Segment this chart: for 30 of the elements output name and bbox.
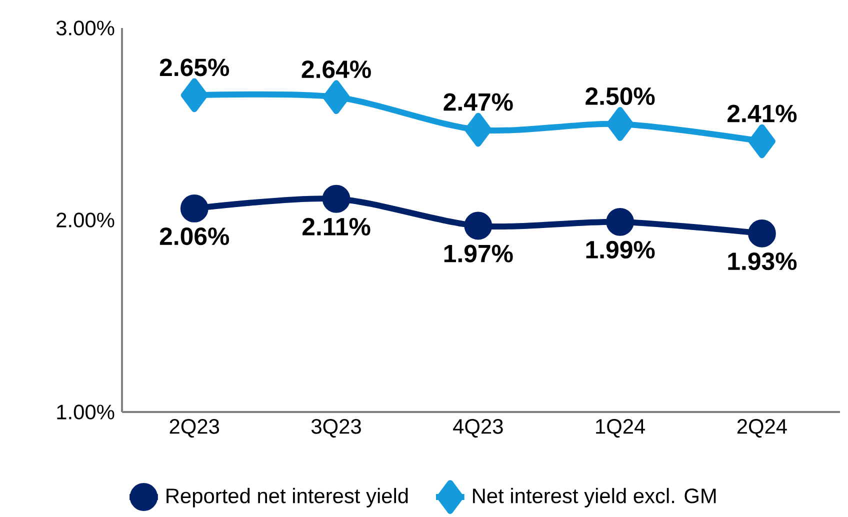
point: [464, 212, 492, 240]
data-label: 2.11%: [302, 218, 370, 236]
data-label: 2.50%: [586, 87, 655, 106]
data-label: 2.65%: [160, 58, 230, 76]
point: [606, 107, 634, 141]
data-label: 2.64%: [302, 60, 371, 78]
legend-label: Reported net interest yield: [166, 488, 408, 508]
point: [180, 78, 208, 112]
data-label: 1.97%: [444, 244, 513, 262]
point: [322, 184, 350, 213]
data-label: 1.99%: [586, 240, 655, 259]
data-label: 2.41%: [728, 104, 797, 122]
x-tick-label: 2Q24: [737, 419, 787, 438]
point: [180, 194, 208, 222]
x-tick-label: 2Q23: [170, 419, 220, 438]
point: [322, 80, 350, 114]
point: [748, 124, 776, 158]
data-label: 2.47%: [444, 93, 513, 111]
data-label: 1.93%: [728, 252, 797, 270]
y-tick-label: 1.00%: [57, 404, 114, 420]
point: [748, 219, 776, 248]
y-tick-label: 3.00%: [56, 20, 114, 36]
x-tick-label: 3Q23: [311, 419, 361, 438]
x-tick-label: 4Q23: [453, 419, 503, 438]
legend-label: Net interest yield excl. GM: [473, 488, 716, 508]
y-tick-label: 2.00%: [56, 212, 114, 228]
point: [606, 208, 634, 236]
x-tick-label: 1Q24: [596, 419, 646, 438]
point: [464, 112, 492, 147]
data-label: 2.06%: [160, 227, 230, 246]
